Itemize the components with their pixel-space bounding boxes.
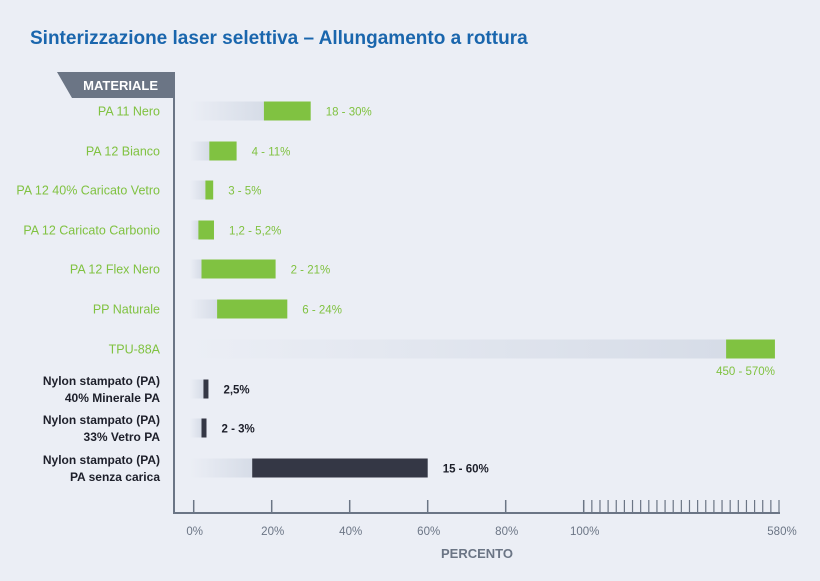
category-label: Nylon stampato (PA)	[43, 413, 160, 427]
category-label: PA 12 Flex Nero	[70, 263, 160, 277]
bar-range-fade	[190, 339, 727, 359]
x-tick-label: 40%	[339, 526, 362, 538]
category-label: Nylon stampato (PA)	[43, 374, 160, 388]
value-label: 18 - 30%	[326, 107, 372, 119]
x-tick-label: 20%	[261, 526, 284, 538]
bar	[198, 220, 214, 240]
value-label: 2,5%	[223, 385, 249, 397]
bar-range-fade	[190, 259, 202, 279]
bar-range-fade	[190, 220, 199, 240]
bar	[263, 101, 311, 121]
category-label: 33% Vetro PA	[84, 430, 161, 444]
bar	[217, 299, 288, 319]
bar-range-fade	[190, 101, 264, 121]
bar	[726, 339, 775, 359]
value-label: 4 - 11%	[252, 147, 291, 159]
x-tick-label: 580%	[767, 526, 796, 538]
value-label: 6 - 24%	[302, 305, 342, 317]
bar	[205, 180, 214, 200]
category-label: 40% Minerale PA	[65, 391, 160, 405]
value-label: 2 - 21%	[291, 265, 331, 277]
category-label: Nylon stampato (PA)	[43, 453, 160, 467]
category-label: PA 12 Bianco	[86, 145, 160, 159]
value-label: 2 - 3%	[222, 424, 255, 436]
category-header-tab	[57, 72, 173, 98]
bar-range-fade	[190, 299, 218, 319]
bar-range-fade	[190, 458, 253, 478]
value-label: 15 - 60%	[443, 464, 489, 476]
bar-range-fade	[190, 180, 206, 200]
value-label: 1,2 - 5,2%	[229, 226, 281, 238]
x-tick-label: 80%	[495, 526, 518, 538]
x-tick-label: 0%	[186, 526, 203, 538]
bar	[201, 259, 276, 279]
category-label: TPU-88A	[109, 343, 161, 357]
value-label: 3 - 5%	[228, 186, 261, 198]
value-label: 450 - 570%	[716, 366, 775, 378]
category-header: MATERIALE	[83, 78, 158, 93]
bar-range-fade	[190, 379, 204, 399]
category-label: PA 12 Caricato Carbonio	[23, 224, 160, 238]
x-tick-label: 100%	[570, 526, 599, 538]
bar	[209, 141, 237, 161]
x-tick-label: 60%	[417, 526, 440, 538]
category-label: PA senza carica	[70, 470, 160, 484]
bar	[203, 379, 209, 399]
bar-range-fade	[190, 418, 202, 438]
category-label: PA 12 40% Caricato Vetro	[16, 184, 160, 198]
bar	[201, 418, 207, 438]
category-label: PA 11 Nero	[98, 105, 160, 119]
category-label: PP Naturale	[93, 303, 160, 317]
x-axis-label: PERCENTO	[441, 546, 513, 561]
bar	[252, 458, 428, 478]
chart-title: Sinterizzazione laser selettiva – Allung…	[30, 28, 528, 49]
bar-range-fade	[190, 141, 210, 161]
